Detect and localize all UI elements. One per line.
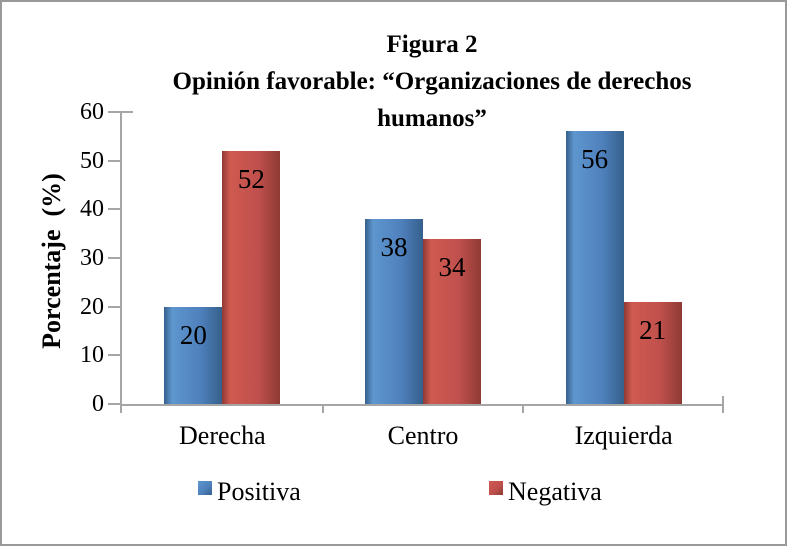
- x-tick-mark: [522, 404, 525, 413]
- chart-title-line-1: Figura 2: [386, 31, 478, 58]
- y-tick-mark: [108, 159, 120, 162]
- bar-value-label: 52: [237, 164, 265, 194]
- bar-value-label: 38: [380, 232, 408, 262]
- bar-negativa-izquierda: 21: [623, 302, 682, 404]
- y-tick-mark: [108, 305, 120, 308]
- x-axis-end-tick: [722, 396, 724, 413]
- chart-title: Figura 2 Opinión favorable: “Organizacio…: [132, 26, 732, 137]
- y-tick-mark: [108, 208, 120, 211]
- category-label-centro: Centro: [387, 421, 459, 450]
- y-tick-label: 30: [80, 245, 104, 271]
- y-tick-label: 40: [80, 196, 104, 223]
- plot-area: 20 38 56 52 34 21: [120, 112, 724, 406]
- legend-swatch-negativa: [489, 481, 503, 495]
- x-tick-mark: [321, 404, 324, 413]
- y-tick-mark: [108, 354, 120, 357]
- bar-negativa-derecha: 52: [222, 151, 281, 404]
- y-tick-mark: [108, 403, 120, 405]
- legend-label-positiva: Positiva: [217, 477, 301, 506]
- bar-value-label: 56: [581, 144, 609, 174]
- y-tick-label: 10: [80, 342, 104, 369]
- legend-swatch-positiva: [198, 481, 212, 495]
- y-tick-label: 0: [92, 391, 104, 417]
- legend-label-negativa: Negativa: [508, 477, 602, 506]
- x-tick-mark: [120, 404, 122, 413]
- category-label-izquierda: Izquierda: [574, 421, 673, 450]
- category-label-derecha: Derecha: [179, 421, 266, 450]
- bar-positiva-izquierda: 56: [565, 131, 624, 404]
- bar-value-label: 34: [438, 252, 466, 282]
- bar-value-label: 20: [179, 320, 207, 350]
- bar-value-label: 21: [639, 315, 667, 345]
- bar-positiva-centro: 38: [365, 219, 423, 404]
- chart-title-line-2: Opinión favorable: “Organizaciones de de…: [172, 68, 692, 95]
- y-tick-label: 20: [80, 293, 104, 320]
- y-tick-mark: [108, 257, 120, 259]
- legend-item-positiva: Positiva: [198, 478, 301, 505]
- bar-positiva-derecha: 20: [164, 307, 223, 404]
- bar-negativa-centro: 34: [423, 239, 481, 404]
- chart-title-line-3: humanos”: [377, 105, 487, 132]
- legend-item-negativa: Negativa: [489, 478, 602, 505]
- y-axis-top-tick: [120, 111, 133, 113]
- y-tick-mark: [108, 111, 120, 113]
- y-tick-label: 50: [80, 147, 104, 174]
- y-tick-label: 60: [80, 99, 104, 125]
